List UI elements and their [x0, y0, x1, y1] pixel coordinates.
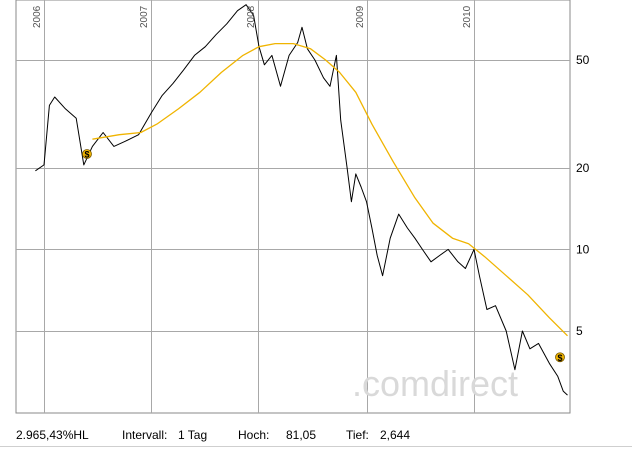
y-tick-label: 20 [576, 161, 590, 175]
interval-value: 1 Tag [178, 428, 208, 442]
dividend-marker [82, 149, 92, 159]
y-tick-label: 10 [576, 242, 590, 256]
x-tick-label: 2008 [246, 5, 257, 28]
watermark: .comdirect [352, 363, 518, 404]
chart-footer: 2.965,43%HL Intervall: 1 Tag Hoch: 81,05… [0, 420, 632, 456]
x-tick-labels: 2006 2007 2008 2009 2010 [32, 5, 473, 28]
y-tick-label: 50 [576, 53, 590, 67]
dividend-marker-label: $ [557, 353, 562, 363]
y-tick-labels: 50 20 10 5 [576, 53, 590, 338]
dividend-marker [555, 352, 565, 363]
interval-label: Intervall: [122, 428, 168, 442]
plot-frame [15, 0, 571, 414]
chart-grid [15, 0, 571, 414]
high-label: Hoch: [238, 428, 270, 442]
series-layer [35, 4, 568, 396]
y-tick-label: 5 [576, 324, 583, 338]
dividend-marker-label: $ [84, 149, 89, 159]
range-value: 2.965,43%HL [16, 428, 89, 442]
x-tick-label: 2006 [32, 5, 43, 28]
moving-average-line [92, 42, 568, 337]
bottom-rule [0, 446, 632, 447]
x-tick-label: 2007 [139, 5, 150, 28]
low-value: 2,644 [380, 428, 411, 442]
low-label: Tief: [346, 428, 369, 442]
high-value: 81,05 [286, 428, 317, 442]
x-tick-label: 2009 [355, 5, 366, 28]
marker-layer: $$ [82, 149, 565, 363]
x-tick-label: 2010 [462, 5, 473, 28]
price-line [35, 4, 568, 396]
